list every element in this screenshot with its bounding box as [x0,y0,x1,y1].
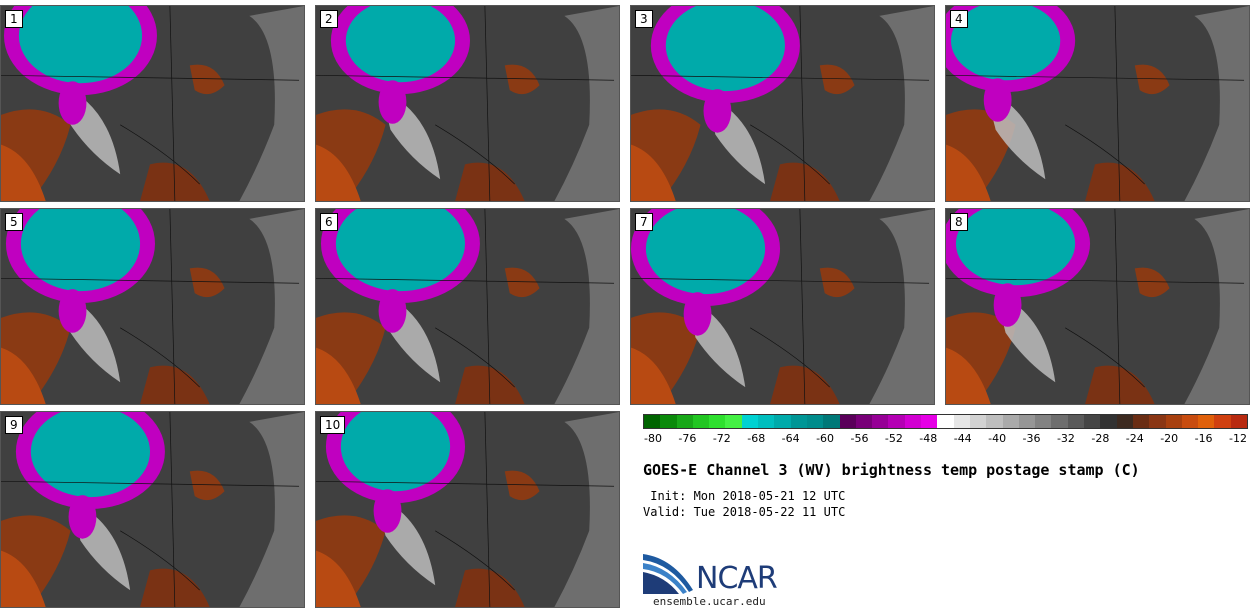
map-panel-4: 4 [945,5,1250,202]
colorbar-swatch [790,415,807,428]
colorbar-swatch [644,415,661,428]
colorbar-swatch [1002,415,1019,428]
colorbar-swatch [1067,415,1085,428]
colorbar-tick-label: -80 [644,432,662,445]
colorbar-swatch [676,415,693,428]
colorbar-swatch [1198,415,1215,428]
init-time: Init: Mon 2018-05-21 12 UTC [643,489,846,503]
colorbar-tick-label: -56 [850,432,869,445]
map-panel-7: 7 [630,208,935,405]
map-panel-5: 5 [0,208,305,405]
colorbar-swatch [1181,415,1199,428]
colorbar-swatch [1035,415,1052,428]
panel-number: 2 [320,10,338,28]
colorbar-swatch [741,415,759,428]
colorbar-swatch [921,415,938,428]
colorbar-tick-label: -68 [747,432,766,445]
colorbar-swatch [823,415,840,428]
colorbar-swatch [758,415,775,428]
colorbar-tick-label: -24 [1125,432,1144,445]
map-panel-9: 9 [0,411,305,608]
colorbar-tick-label: -20 [1160,432,1179,445]
colorbar-swatch [904,415,922,428]
colorbar-swatch [1084,415,1101,428]
colorbar-swatch [986,415,1003,428]
colorbar-swatch [692,415,710,428]
colorbar-swatch [1051,415,1068,428]
ncar-wordmark: NCAR [696,561,778,596]
colorbar-tick-label: -28 [1091,432,1110,445]
colorbar-tick-label: -40 [988,432,1007,445]
colorbar-swatch [888,415,905,428]
colorbar-swatch [872,415,889,428]
colorbar-swatch [1018,415,1036,428]
colorbar-swatch [1116,415,1133,428]
map-panel-8: 8 [945,208,1250,405]
valid-time: Valid: Tue 2018-05-22 11 UTC [643,505,846,519]
website-label: ensemble.ucar.edu [653,595,766,608]
colorbar-tick-label: -12 [1229,432,1247,445]
panel-number: 3 [635,10,653,28]
colorbar [643,414,1248,429]
colorbar-swatch [839,415,856,428]
colorbar-ticks: -80 -76 -72 -68 -64 -60 -56 -52 -48 -44 -40 -36 -32 -… [643,432,1248,448]
colorbar-swatch [1132,415,1150,428]
colorbar-swatch [709,415,726,428]
ncar-logo-icon [643,554,693,594]
panel-number: 9 [5,416,23,434]
colorbar-tick-label: -52 [884,432,903,445]
colorbar-tick-label: -16 [1194,432,1213,445]
colorbar-tick-label: -64 [781,432,800,445]
map-panel-2: 2 [315,5,620,202]
colorbar-tick-label: -48 [919,432,938,445]
panel-number: 6 [320,213,338,231]
panel-number: 8 [950,213,968,231]
colorbar-tick-label: -60 [816,432,835,445]
map-panel-1: 1 [0,5,305,202]
colorbar-swatch [774,415,791,428]
panel-number: 1 [5,10,23,28]
colorbar-tick-label: -32 [1056,432,1075,445]
colorbar-tick-label: -44 [953,432,972,445]
colorbar-swatch [806,415,824,428]
colorbar-tick-label: -36 [1022,432,1041,445]
colorbar-swatch [1149,415,1166,428]
colorbar-swatch [1165,415,1182,428]
colorbar-swatch [1100,415,1117,428]
map-panel-3: 3 [630,5,935,202]
map-panel-10: 10 [315,411,620,608]
colorbar-swatch [953,415,970,428]
plot-title: GOES-E Channel 3 (WV) brightness temp po… [643,461,1140,479]
colorbar-swatch [855,415,873,428]
panel-number: 7 [635,213,653,231]
map-panel-6: 6 [315,208,620,405]
panel-number: 5 [5,213,23,231]
colorbar-tick-label: -72 [712,432,731,445]
colorbar-swatch [937,415,954,428]
colorbar-swatch [660,415,677,428]
colorbar-tick-label: -76 [678,432,697,445]
colorbar-swatch [1230,415,1247,428]
colorbar-swatch [969,415,987,428]
panel-number: 4 [950,10,968,28]
colorbar-swatch [1214,415,1231,428]
colorbar-swatch [725,415,742,428]
panel-number: 10 [320,416,346,434]
